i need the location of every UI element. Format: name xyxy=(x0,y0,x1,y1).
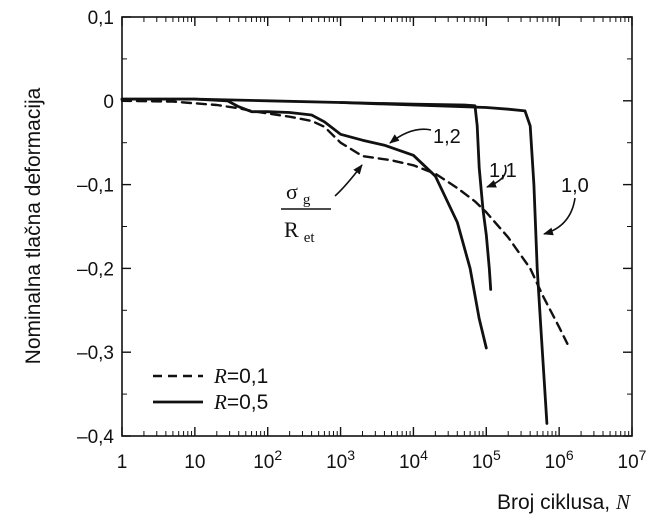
annotation-ratio-arrow xyxy=(334,164,363,197)
annotation-1-1-arrow xyxy=(486,164,507,188)
legend-var-solid: R xyxy=(213,390,227,414)
x-tick-label: 104 xyxy=(399,447,428,473)
ratio-denominator: R et xyxy=(284,217,315,246)
x-axis-title-text: Broj ciklusa, xyxy=(497,491,616,514)
legend-label-solid: R=0,5 xyxy=(213,390,268,414)
y-tick-label: 0,1 xyxy=(88,8,114,29)
y-axis-title: Nominalna tlačna deformacija xyxy=(22,87,45,364)
ratio-numerator-symbol: σ xyxy=(286,179,298,204)
plot-frame xyxy=(121,16,633,437)
annotation-1-2-label: 1,2 xyxy=(433,126,461,148)
x-axis-title-var: N xyxy=(615,490,631,514)
legend-value-solid: =0,5 xyxy=(227,391,268,414)
annotation-1-0-arrow xyxy=(543,197,576,236)
x-tick-label: 10 xyxy=(184,452,205,473)
y-tick-label: –0,2 xyxy=(77,259,114,280)
x-tick-label: 107 xyxy=(618,447,647,473)
axis-ticks xyxy=(121,16,633,437)
x-tick-label: 106 xyxy=(545,447,574,473)
ratio-denominator-symbol: R xyxy=(284,217,299,242)
annotation-ratio: σ g R et xyxy=(281,164,363,246)
y-axis-title-text: Nominalna tlačna deformacija xyxy=(22,87,45,364)
series-line-dashed xyxy=(120,99,569,345)
series-line-1-1 xyxy=(339,101,493,291)
legend-var-dashed: R xyxy=(213,364,227,388)
annotation-1-2: 1,2 xyxy=(389,126,461,148)
ratio-numerator: σ g xyxy=(286,179,311,208)
x-tick-label: 103 xyxy=(326,447,355,473)
ratio-denominator-sub: et xyxy=(304,230,316,246)
series-layer xyxy=(120,97,569,425)
x-tick-label: 1 xyxy=(117,452,128,473)
y-tick-label: –0,3 xyxy=(77,343,114,364)
y-tick-label: –0,4 xyxy=(77,427,114,448)
annotation-1-0-label: 1,0 xyxy=(561,175,589,197)
annotation-1-0: 1,0 xyxy=(543,175,589,236)
series-line-1-0 xyxy=(120,97,549,425)
x-tick-label: 105 xyxy=(472,447,501,473)
series-line-1-2 xyxy=(120,97,488,350)
annotation-1-1-label: 1,1 xyxy=(489,160,517,182)
legend-label-dashed: R=0,1 xyxy=(213,364,268,388)
x-axis-title: Broj ciklusa, N xyxy=(497,490,631,514)
axis-tick-labels: 1 10 102 103 104 105 106 107 0,1 0 –0,1 –0,2 –0,3 –0,… xyxy=(77,8,647,473)
y-tick-label: –0,1 xyxy=(77,176,114,197)
annotation-1-2-arrow xyxy=(389,128,432,144)
ratio-numerator-sub: g xyxy=(303,192,311,208)
legend: R=0,1 R=0,5 xyxy=(153,364,268,414)
legend-value-dashed: =0,1 xyxy=(227,365,268,388)
x-tick-label: 102 xyxy=(253,447,282,473)
annotation-1-1: 1,1 xyxy=(486,160,517,188)
y-tick-label: 0 xyxy=(103,92,114,113)
